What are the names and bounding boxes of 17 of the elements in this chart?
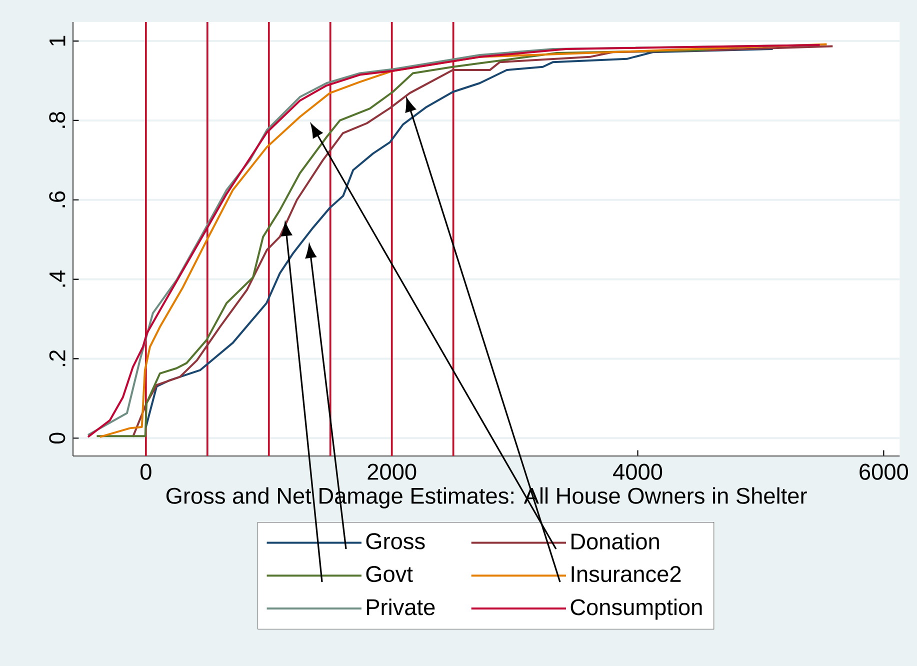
legend-label: Private	[366, 598, 435, 616]
x-tick-label: 6000	[860, 464, 908, 480]
y-tick-label: .4	[50, 270, 66, 287]
y-tick-label: .2	[49, 350, 66, 366]
y-tick-label: .8	[49, 112, 66, 128]
legend-label: Govt	[366, 566, 413, 582]
x-tick-label: 0	[140, 464, 152, 480]
y-tick-label: 1	[50, 36, 66, 46]
legend-label: Insurance2	[572, 566, 681, 582]
y-tick-label: .6	[49, 191, 66, 208]
legend-label: Donation	[572, 532, 659, 550]
legend-label: Gross	[366, 533, 425, 550]
y-tick-label: 0	[49, 432, 66, 444]
x-tick-label: 2000	[368, 464, 416, 480]
line-series	[96, 48, 713, 438]
x-tick-label: 4000	[613, 464, 662, 480]
legend-label: Consumption	[570, 598, 702, 620]
